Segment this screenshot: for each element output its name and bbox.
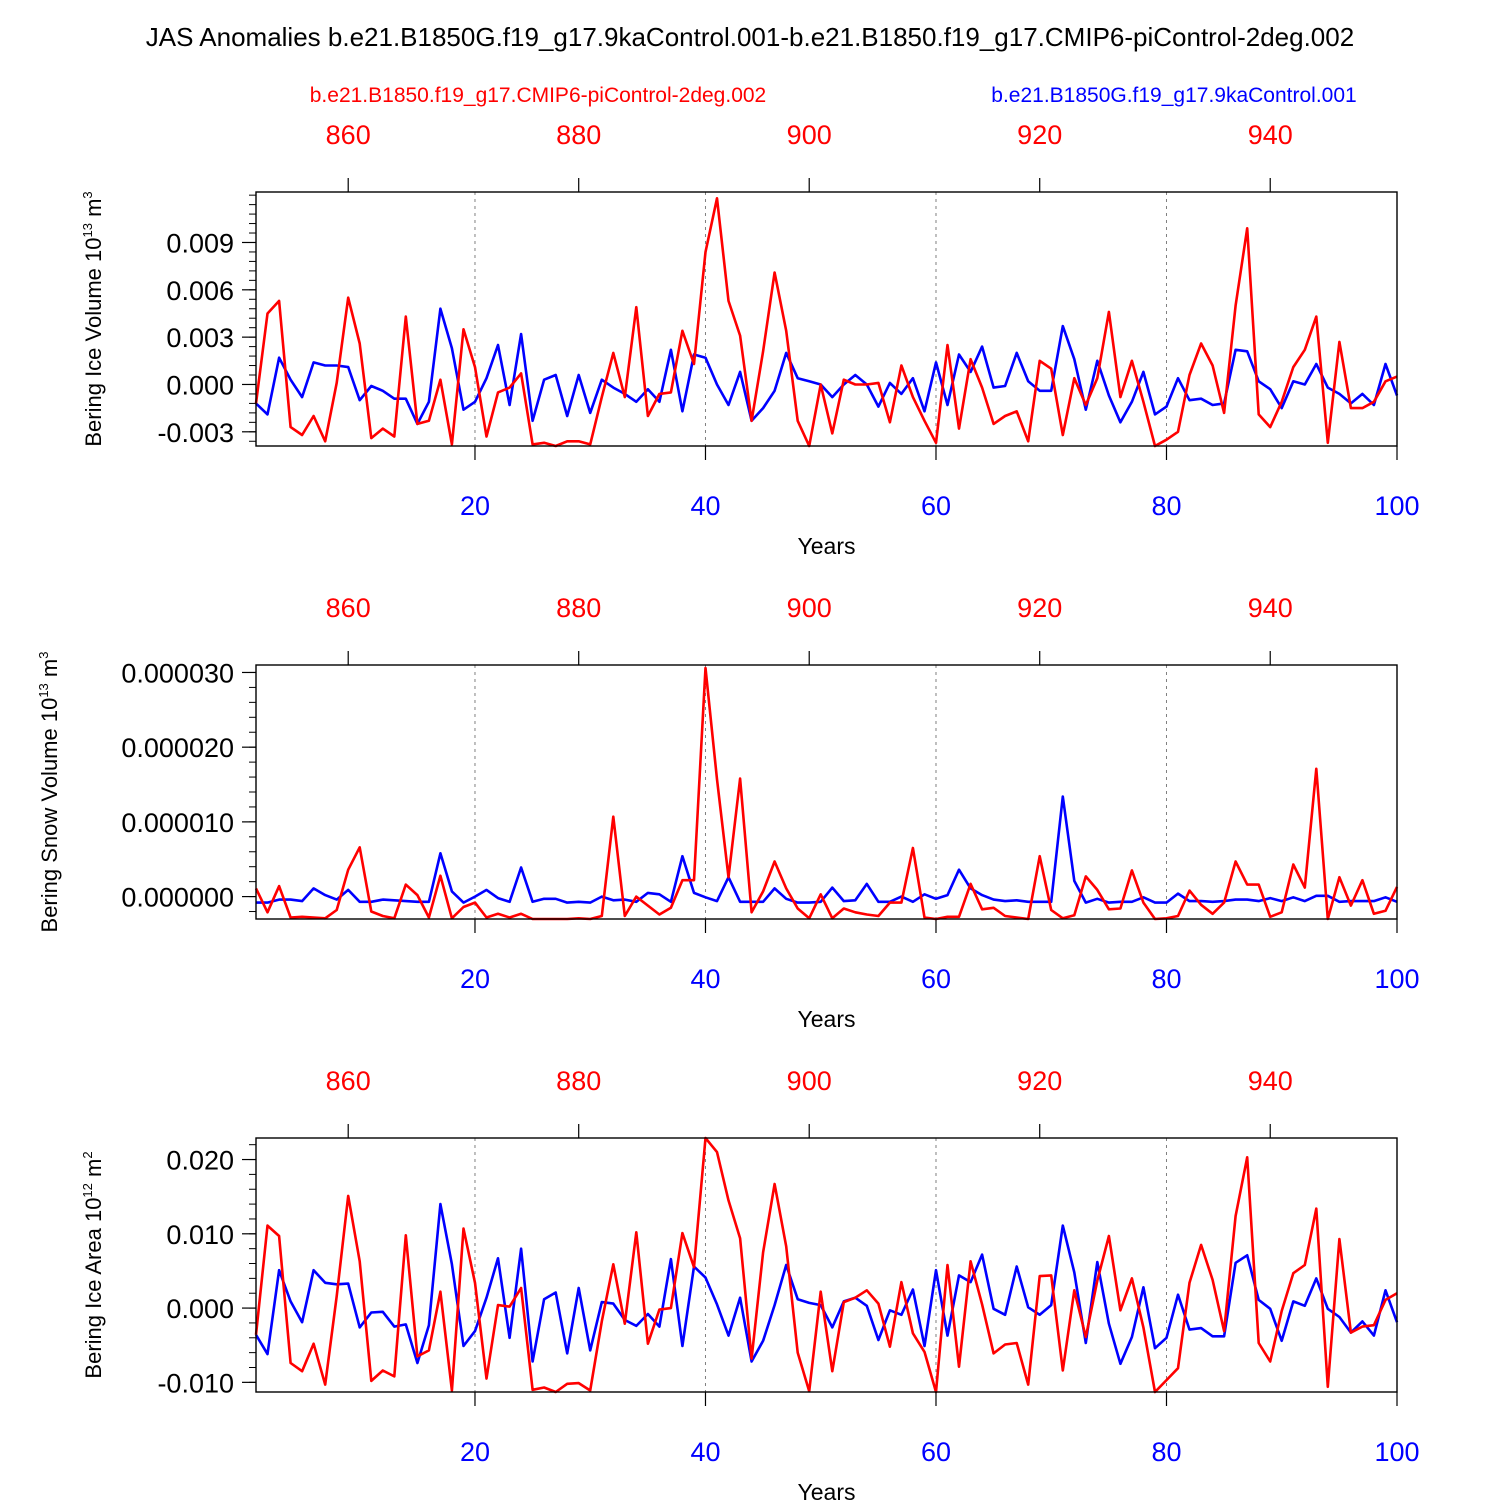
plot-frame bbox=[255, 664, 1398, 920]
y-axis-title: Bering Snow Volume 1013 m3 bbox=[36, 652, 62, 933]
x-bottom-tick-label: 80 bbox=[1151, 1437, 1181, 1467]
y-tick-label: 0.020 bbox=[166, 1146, 234, 1176]
x-bottom-tick-label: 20 bbox=[460, 964, 490, 994]
x-top-tick-label: 900 bbox=[787, 593, 832, 623]
x-bottom-tick-label: 60 bbox=[921, 964, 951, 994]
x-bottom-tick-label: 100 bbox=[1374, 1437, 1419, 1467]
series-line-red bbox=[254, 666, 1399, 921]
plot-frame bbox=[255, 1137, 1398, 1393]
x-top-tick-label: 920 bbox=[1017, 593, 1062, 623]
panel-ice-area: -0.010 0.000 0.010 0.020 20 40 60 80 100 860 880 90… bbox=[80, 1066, 1420, 1500]
y-tick-label: 0.000030 bbox=[121, 658, 234, 688]
x-top-tick-label: 880 bbox=[556, 1066, 601, 1096]
y-tick-label: 0.000 bbox=[166, 1294, 234, 1324]
x-top-tick-label: 940 bbox=[1248, 1066, 1293, 1096]
x-bottom-tick-label: 20 bbox=[460, 1437, 490, 1467]
plot-frame bbox=[255, 191, 1398, 447]
panel-snow-volume: 0.000000 0.000010 0.000020 0.000030 20 40 60 80… bbox=[36, 593, 1420, 1032]
x-bottom-tick-label: 80 bbox=[1151, 964, 1181, 994]
y-tick-label: 0.000010 bbox=[121, 808, 234, 838]
panel-ice-volume: -0.003 0.000 0.003 0.006 0.009 20 40 60 80 100 860… bbox=[80, 120, 1420, 559]
y-tick-label: 0.000 bbox=[166, 370, 234, 400]
x-bottom-tick-label: 20 bbox=[460, 491, 490, 521]
legend-red-label: b.e21.B1850.f19_g17.CMIP6-piControl-2deg… bbox=[310, 84, 766, 107]
x-top-tick-label: 880 bbox=[556, 120, 601, 150]
x-top-tick-label: 860 bbox=[326, 1066, 371, 1096]
x-bottom-tick-label: 40 bbox=[690, 964, 720, 994]
x-bottom-tick-label: 80 bbox=[1151, 491, 1181, 521]
x-top-tick-label: 860 bbox=[326, 593, 371, 623]
y-axis-title: Bering Ice Volume 1013 m3 bbox=[80, 191, 106, 446]
x-bottom-tick-label: 60 bbox=[921, 491, 951, 521]
y-tick-label: 0.010 bbox=[166, 1220, 234, 1250]
legend-blue-label: b.e21.B1850G.f19_g17.9kaControl.001 bbox=[991, 84, 1356, 107]
x-top-tick-label: 920 bbox=[1017, 120, 1062, 150]
x-bottom-tick-label: 40 bbox=[690, 491, 720, 521]
x-bottom-tick-label: 100 bbox=[1374, 964, 1419, 994]
y-axis-title: Bering Ice Area 1012 m2 bbox=[80, 1151, 106, 1378]
x-bottom-tick-label: 100 bbox=[1374, 491, 1419, 521]
y-tick-label: -0.003 bbox=[157, 418, 234, 448]
x-axis-title: Years bbox=[798, 533, 856, 559]
x-bottom-tick-label: 40 bbox=[690, 1437, 720, 1467]
y-tick-label: 0.009 bbox=[166, 228, 234, 258]
series-line-blue bbox=[255, 307, 1399, 426]
x-top-tick-label: 900 bbox=[787, 1066, 832, 1096]
y-tick-label: -0.010 bbox=[157, 1368, 234, 1398]
x-axis-title: Years bbox=[798, 1479, 856, 1500]
x-top-tick-label: 940 bbox=[1248, 593, 1293, 623]
x-top-tick-label: 860 bbox=[326, 120, 371, 150]
x-top-tick-label: 940 bbox=[1248, 120, 1293, 150]
series-line-blue bbox=[256, 795, 1398, 904]
series-line-red bbox=[254, 197, 1398, 448]
x-axis-title: Years bbox=[798, 1006, 856, 1032]
y-tick-label: 0.006 bbox=[166, 276, 234, 306]
series-line-blue bbox=[254, 1202, 1399, 1366]
x-top-tick-label: 880 bbox=[556, 593, 601, 623]
figure-title: JAS Anomalies b.e21.B1850G.f19_g17.9kaCo… bbox=[146, 22, 1354, 52]
series-line-red bbox=[254, 1136, 1398, 1394]
y-tick-label: 0.003 bbox=[166, 323, 234, 353]
x-bottom-tick-label: 60 bbox=[921, 1437, 951, 1467]
y-tick-label: 0.000020 bbox=[121, 733, 234, 763]
y-tick-label: 0.000000 bbox=[121, 883, 234, 913]
x-top-tick-label: 920 bbox=[1017, 1066, 1062, 1096]
x-top-tick-label: 900 bbox=[787, 120, 832, 150]
